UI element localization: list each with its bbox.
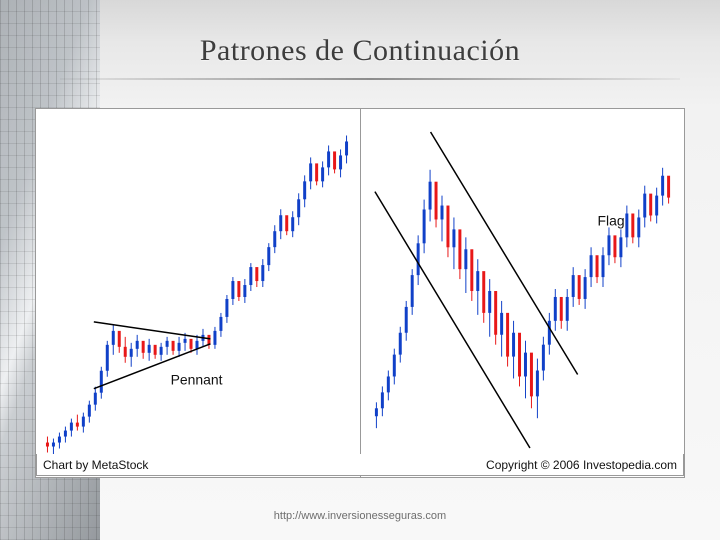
- title-divider: [60, 78, 680, 80]
- credit-right: Copyright © 2006 Investopedia.com: [486, 458, 677, 472]
- credit-left: Chart by MetaStock: [43, 458, 148, 472]
- right-chart-panel: Flag: [360, 109, 684, 477]
- flag-chart: Flag: [361, 109, 684, 477]
- svg-text:Flag: Flag: [598, 212, 625, 228]
- credit-bar: Chart by MetaStock Copyright © 2006 Inve…: [36, 454, 684, 476]
- slide-title: Patrones de Continuación: [0, 34, 720, 68]
- charts-container: Pennant Flag: [35, 108, 685, 478]
- left-chart-panel: Pennant: [36, 109, 360, 477]
- footer-url: http://www.inversionesseguras.com: [0, 510, 720, 522]
- svg-text:Pennant: Pennant: [171, 372, 223, 388]
- pennant-chart: Pennant: [36, 109, 360, 477]
- slide: Patrones de Continuación Pennant Flag Ch…: [0, 0, 720, 540]
